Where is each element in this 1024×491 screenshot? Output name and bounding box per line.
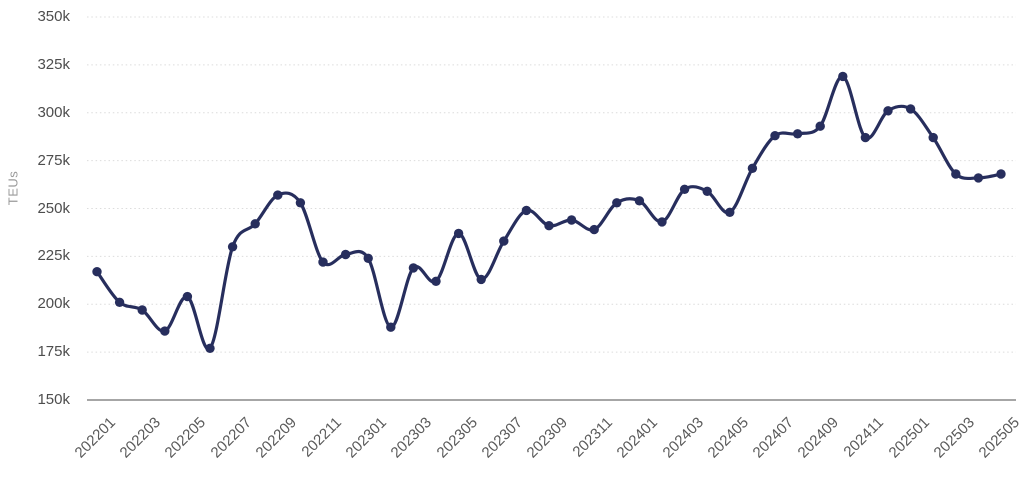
data-point-marker[interactable] [137, 305, 147, 315]
data-point-marker[interactable] [499, 236, 509, 246]
data-point-marker[interactable] [521, 205, 532, 216]
y-axis-tick-label: 150k [37, 391, 70, 408]
y-axis-tick-label: 250k [37, 199, 70, 217]
data-point-marker[interactable] [476, 274, 486, 285]
y-axis-tick-label: 200k [37, 295, 70, 313]
data-point-marker[interactable] [905, 104, 916, 114]
data-point-marker[interactable] [725, 207, 735, 217]
data-point-marker[interactable] [363, 253, 373, 263]
data-point-marker[interactable] [634, 196, 645, 206]
data-point-marker[interactable] [408, 263, 419, 273]
data-point-marker[interactable] [386, 322, 396, 332]
y-axis-tick-label: 350k [37, 8, 70, 25]
data-point-marker[interactable] [770, 131, 780, 141]
data-point-marker[interactable] [612, 198, 622, 208]
data-point-marker[interactable] [951, 169, 961, 179]
y-axis-tick-label: 175k [37, 343, 70, 361]
data-point-marker[interactable] [589, 224, 599, 235]
data-point-marker[interactable] [340, 249, 351, 260]
data-point-marker[interactable] [566, 215, 577, 225]
teu-line-series [95, 74, 1003, 351]
data-point-marker[interactable] [838, 71, 848, 82]
y-axis-tick-label: 300k [37, 103, 70, 121]
data-point-marker[interactable] [679, 184, 690, 194]
data-point-marker[interactable] [273, 190, 283, 200]
data-point-marker[interactable] [227, 242, 238, 252]
y-axis-tick-label: 275k [37, 151, 70, 169]
data-point-marker[interactable] [544, 221, 554, 231]
data-point-marker[interactable] [114, 297, 125, 307]
data-point-marker[interactable] [182, 291, 193, 302]
data-point-marker[interactable] [747, 163, 758, 173]
data-point-marker[interactable] [996, 169, 1006, 179]
data-point-marker[interactable] [92, 267, 102, 277]
data-point-marker[interactable] [860, 132, 871, 143]
y-axis-tick-label: 225k [37, 247, 70, 265]
data-point-marker[interactable] [318, 257, 328, 267]
data-point-marker[interactable] [250, 219, 260, 229]
data-point-marker[interactable] [928, 132, 938, 143]
data-point-marker[interactable] [160, 326, 170, 336]
data-point-marker[interactable] [973, 173, 984, 183]
data-point-marker[interactable] [815, 121, 825, 131]
data-point-marker[interactable] [453, 228, 464, 239]
data-point-marker[interactable] [431, 276, 441, 286]
data-point-marker[interactable] [295, 198, 306, 208]
y-axis-tick-label: 325k [37, 55, 70, 73]
data-point-marker[interactable] [702, 186, 712, 196]
data-point-marker[interactable] [792, 129, 803, 139]
data-point-marker[interactable] [205, 343, 215, 353]
data-point-marker[interactable] [883, 106, 893, 116]
data-point-marker[interactable] [657, 217, 667, 227]
